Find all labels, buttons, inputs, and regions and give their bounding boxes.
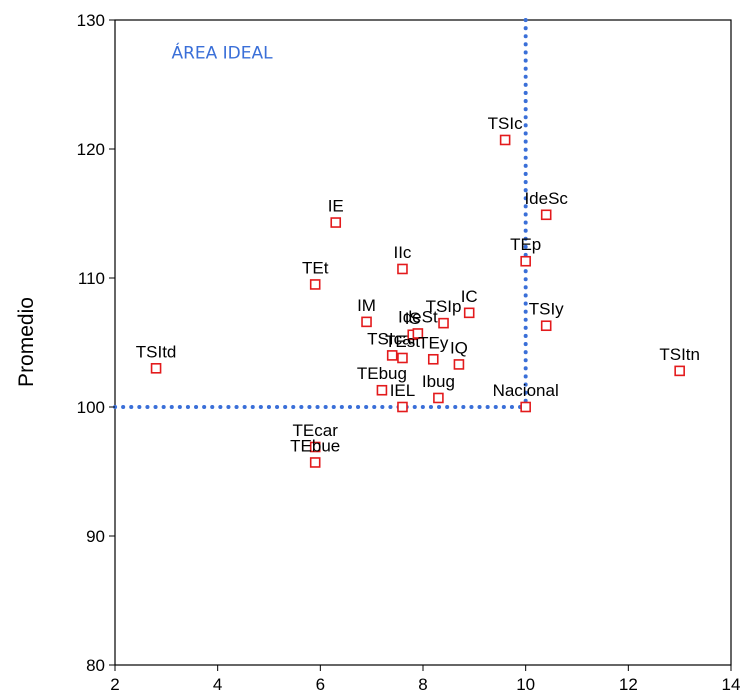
data-point: [499, 134, 511, 146]
point-label: IdeSc: [524, 189, 568, 208]
point-label: TEy: [418, 333, 449, 352]
point-label: IS: [405, 309, 421, 328]
x-tick-label: 6: [316, 675, 325, 694]
data-point: [438, 317, 449, 329]
data-point: [397, 352, 408, 364]
point-label: TSItn: [659, 345, 700, 364]
data-point: [309, 457, 321, 468]
y-tick-label: 110: [78, 269, 105, 288]
point-label: IQ: [450, 338, 468, 357]
data-point: [330, 217, 342, 228]
point-label: IEL: [390, 381, 416, 400]
y-axis-title: Promedio: [15, 297, 38, 387]
data-point: [150, 362, 162, 374]
point-label: TSItd: [136, 342, 177, 361]
data-point: [397, 263, 408, 275]
x-tick-label: 12: [619, 675, 638, 694]
x-axis: 2 4 6 8 10 12 14: [110, 665, 740, 694]
plot-area: [114, 19, 732, 666]
data-point: [309, 441, 321, 453]
point-label: TEst: [385, 332, 420, 351]
y-tick-label: 80: [86, 656, 105, 675]
x-tick-label: 10: [516, 675, 535, 694]
data-point: [412, 328, 424, 339]
point-label: TSIcar: [367, 329, 417, 348]
point-label: Nacional: [493, 381, 559, 400]
point-label: TEbue: [290, 436, 340, 455]
point-label: Ibug: [422, 372, 455, 391]
y-tick-label: 120: [77, 140, 105, 159]
data-point: [674, 365, 685, 377]
x-tick-label: 2: [110, 675, 119, 694]
data-point: [463, 307, 475, 319]
data-point: [309, 279, 321, 290]
point-label: TEp: [510, 235, 541, 254]
point-label: IC: [461, 287, 478, 306]
y-tick-label: 100: [77, 398, 105, 417]
point-label: IE: [328, 197, 344, 216]
point-label: IM: [357, 296, 376, 315]
data-point: [433, 392, 444, 404]
y-tick-label: 90: [86, 527, 105, 546]
x-tick-label: 8: [418, 675, 427, 694]
reference-lines: [113, 18, 528, 409]
point-label: TSIy: [529, 300, 564, 319]
point-label: TSIp: [426, 297, 462, 316]
data-point: [520, 255, 531, 267]
data-point: [520, 401, 531, 413]
data-point: [386, 350, 398, 361]
point-label: TEbug: [357, 364, 407, 383]
y-tick-label: 130: [77, 11, 105, 30]
y-axis: 80 90 100 110 120 130: [77, 11, 115, 675]
data-point: [540, 320, 552, 332]
ideal-area-annotation: ÁREA IDEAL: [171, 42, 273, 64]
data-point: [397, 401, 408, 413]
data-point: [453, 359, 465, 370]
point-label: IIc: [393, 243, 411, 262]
point-label: IdeSt: [398, 307, 438, 326]
data-point: [361, 316, 372, 328]
x-tick-label: 14: [722, 675, 741, 694]
x-tick-label: 4: [213, 675, 222, 694]
data-point: [427, 353, 439, 365]
point-label: TSIc: [488, 114, 523, 133]
point-label: TEcar: [293, 421, 339, 440]
point-label: TEt: [302, 258, 329, 277]
data-points: TSItd TSItn TSIc IdeSc TEp TSIy Nacional IE TEt I…: [136, 114, 700, 468]
data-point: [376, 384, 388, 396]
data-point: [540, 209, 552, 221]
